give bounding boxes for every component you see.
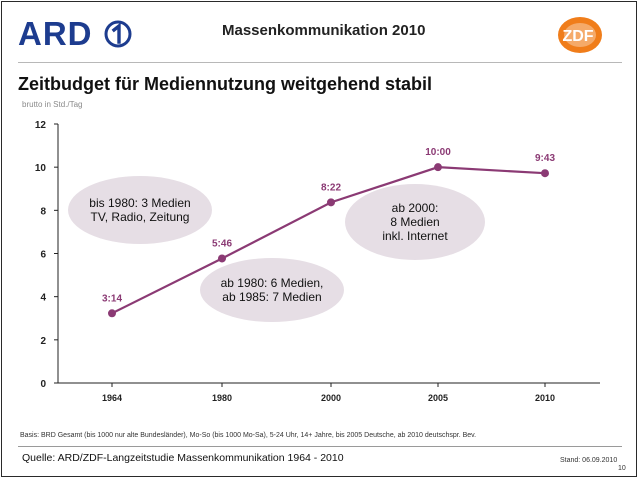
- data-label: 10:00: [425, 147, 451, 158]
- slide-title: Zeitbudget für Mediennutzung weitgehend …: [18, 74, 432, 94]
- data-point: [434, 163, 442, 172]
- data-label: 9:43: [535, 153, 555, 164]
- x-tick-label: 2010: [535, 393, 555, 403]
- data-point: [327, 198, 335, 207]
- annotation-text: TV, Radio, Zeitung: [91, 210, 190, 224]
- y-tick-label: 10: [35, 163, 47, 174]
- zdf-logo-mark: ZDF: [558, 17, 602, 53]
- basis-note: Basis: BRD Gesamt (bis 1000 nur alte Bun…: [20, 432, 477, 439]
- ard-one-icon: [104, 20, 132, 48]
- annotation-bubble: [200, 258, 344, 322]
- header-divider: [18, 62, 622, 63]
- annotation-text: inkl. Internet: [382, 229, 448, 243]
- annotation-text: 8 Medien: [390, 215, 439, 229]
- annotation-bubble: [68, 176, 212, 244]
- header-title: Massenkommunikation 2010: [222, 22, 426, 39]
- source-note: Quelle: ARD/ZDF-Langzeitstudie Massenkom…: [22, 452, 344, 464]
- y-tick-label: 8: [40, 206, 46, 217]
- x-tick-label: 1980: [212, 393, 232, 403]
- zdf-logo: ZDF: [554, 10, 612, 60]
- x-tick-label: 2005: [428, 393, 448, 403]
- data-point: [218, 254, 226, 263]
- annotation-text: ab 1985: 7 Medien: [222, 290, 321, 304]
- page-number: 10: [618, 465, 626, 472]
- data-point: [108, 309, 116, 318]
- annotation-bubble: [345, 184, 485, 260]
- y-tick-label: 4: [40, 293, 46, 304]
- y-tick-label: 2: [40, 336, 46, 347]
- ard-logo-text: ARD: [18, 15, 93, 52]
- annotation-text: bis 1980: 3 Medien: [89, 196, 190, 210]
- y-tick-label: 12: [35, 120, 47, 131]
- y-axis-unit-label: brutto in Std./Tag: [22, 100, 83, 109]
- data-label: 5:46: [212, 238, 232, 249]
- data-label: 3:14: [102, 293, 122, 304]
- x-tick-label: 2000: [321, 393, 341, 403]
- x-tick-label: 1964: [102, 393, 122, 403]
- annotation-text: ab 1980: 6 Medien,: [221, 276, 324, 290]
- zdf-logo-text: ZDF: [562, 28, 593, 45]
- footer-divider: [18, 446, 622, 447]
- y-tick-label: 0: [40, 379, 46, 390]
- data-label: 8:22: [321, 182, 341, 193]
- data-point: [541, 169, 549, 178]
- annotation-text: ab 2000:: [392, 201, 439, 215]
- stand-date: Stand: 06.09.2010: [560, 457, 618, 464]
- y-tick-label: 6: [40, 250, 46, 261]
